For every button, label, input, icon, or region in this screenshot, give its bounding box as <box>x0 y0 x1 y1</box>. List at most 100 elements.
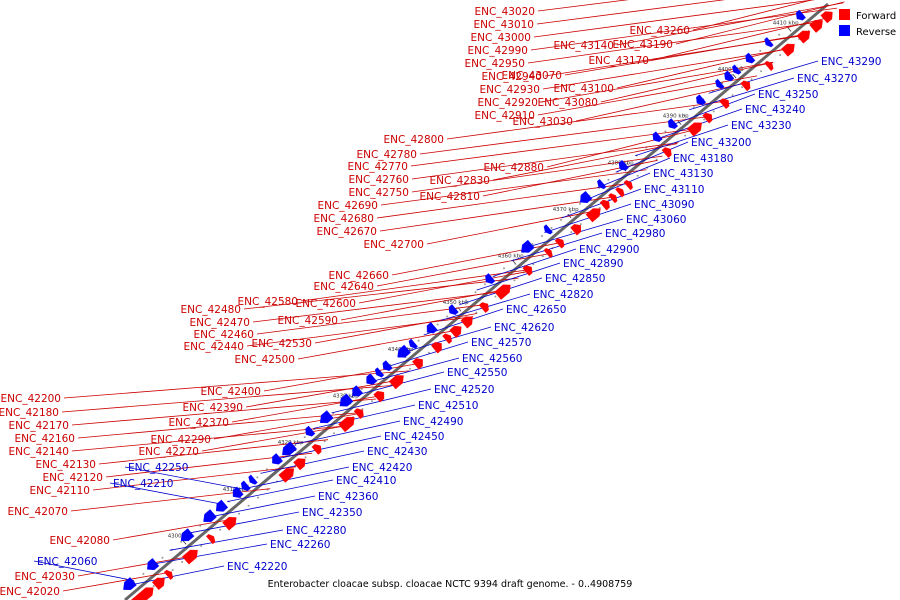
forward-gene-feature[interactable] <box>311 444 322 455</box>
reverse-gene-feature[interactable] <box>485 273 496 284</box>
gene-label: ENC_43030 <box>513 116 573 128</box>
backbone-dot <box>541 255 544 258</box>
forward-gene-feature[interactable] <box>522 265 533 276</box>
reverse-gene-feature[interactable] <box>319 410 334 424</box>
gene-label: ENC_42200 <box>1 393 61 405</box>
forward-gene-feature[interactable] <box>431 342 442 354</box>
reverse-gene-feature[interactable] <box>272 453 283 465</box>
forward-gene-feature[interactable] <box>151 577 165 591</box>
reverse-gene-feature[interactable] <box>232 486 244 498</box>
forward-gene-feature[interactable] <box>585 208 601 223</box>
reverse-gene-feature[interactable] <box>580 190 593 204</box>
backbone-dot <box>219 528 222 531</box>
reverse-gene-feature[interactable] <box>745 52 756 64</box>
reverse-gene-feature[interactable] <box>180 528 195 542</box>
label-leader-line <box>379 196 615 232</box>
reverse-gene-feature[interactable] <box>397 344 411 358</box>
forward-gene-feature[interactable] <box>740 80 751 92</box>
reverse-gene-feature[interactable] <box>667 118 679 129</box>
backbone-dot <box>484 283 486 286</box>
gene-label: ENC_42220 <box>227 561 287 573</box>
label-leader-line <box>533 0 816 38</box>
reverse-gene-feature[interactable] <box>339 393 354 407</box>
gene-label: ENC_43110 <box>644 184 704 196</box>
label-leader-line <box>213 413 359 440</box>
forward-gene-feature[interactable] <box>796 30 811 44</box>
gene-features[interactable] <box>123 9 833 600</box>
forward-gene-feature[interactable] <box>222 516 237 531</box>
reverse-gene-feature[interactable] <box>764 37 774 48</box>
reverse-gene-feature[interactable] <box>352 385 364 397</box>
forward-gene-feature[interactable] <box>570 224 582 236</box>
forward-gene-feature[interactable] <box>820 11 833 24</box>
backbone-dot <box>180 540 183 543</box>
reverse-gene-feature[interactable] <box>366 373 378 385</box>
forward-gene-feature[interactable] <box>338 416 355 433</box>
forward-gene-feature[interactable] <box>781 43 795 57</box>
forward-gene-feature[interactable] <box>615 187 625 198</box>
label-leader-line <box>537 75 758 116</box>
reverse-gene-feature[interactable] <box>408 338 418 349</box>
gene-label: ENC_42270 <box>139 446 199 458</box>
reverse-gene-feature[interactable] <box>448 304 459 315</box>
forward-gene-feature[interactable] <box>661 147 672 158</box>
forward-gene-feature[interactable] <box>206 534 216 545</box>
forward-gene-feature[interactable] <box>809 19 823 33</box>
label-leader-line <box>109 482 224 505</box>
forward-gene-feature[interactable] <box>543 248 553 259</box>
reverse-gene-feature[interactable] <box>248 474 258 485</box>
gene-label: ENC_43070 <box>502 70 562 82</box>
reverse-gene-feature[interactable] <box>426 322 438 334</box>
forward-gene-feature[interactable] <box>554 238 565 249</box>
forward-gene-feature[interactable] <box>494 284 511 300</box>
forward-gene-feature[interactable] <box>278 468 295 483</box>
reverse-gene-feature[interactable] <box>724 70 735 82</box>
forward-gene-feature[interactable] <box>623 180 633 191</box>
gene-label: ENC_42570 <box>471 337 531 349</box>
reverse-gene-feature[interactable] <box>382 360 393 371</box>
reverse-gene-feature[interactable] <box>652 131 663 143</box>
reverse-gene-feature[interactable] <box>618 159 629 171</box>
backbone-dot <box>531 243 534 245</box>
forward-gene-feature[interactable] <box>599 199 610 211</box>
forward-gene-feature[interactable] <box>460 316 473 329</box>
forward-gene-feature[interactable] <box>608 193 618 204</box>
reverse-gene-feature[interactable] <box>521 239 535 253</box>
reverse-gene-feature[interactable] <box>305 425 316 437</box>
forward-gene-feature[interactable] <box>293 458 306 471</box>
reverse-gene-feature[interactable] <box>123 577 137 591</box>
forward-gene-feature[interactable] <box>764 60 774 71</box>
forward-gene-feature[interactable] <box>719 98 730 110</box>
reverse-gene-feature[interactable] <box>215 499 229 512</box>
forward-gene-feature[interactable] <box>442 333 452 344</box>
reverse-gene-feature[interactable] <box>282 441 298 456</box>
forward-gene-feature[interactable] <box>130 587 154 600</box>
forward-gene-feature[interactable] <box>353 408 364 420</box>
reverse-gene-feature[interactable] <box>543 224 553 235</box>
reverse-gene-feature[interactable] <box>240 480 251 492</box>
backbone-dot <box>181 561 184 563</box>
forward-gene-feature[interactable] <box>449 325 462 338</box>
reverse-gene-feature[interactable] <box>374 367 385 378</box>
forward-gene-feature[interactable] <box>686 122 702 137</box>
forward-gene-feature[interactable] <box>163 569 174 580</box>
reverse-gene-feature[interactable] <box>696 94 707 106</box>
backbone-dot <box>436 323 439 326</box>
reverse-gene-feature[interactable] <box>795 9 806 21</box>
forward-gene-feature[interactable] <box>182 549 198 565</box>
gene-label: ENC_42180 <box>0 407 59 419</box>
reverse-gene-feature[interactable] <box>715 78 725 89</box>
forward-gene-feature[interactable] <box>373 390 385 403</box>
forward-gene-feature[interactable] <box>388 375 404 390</box>
forward-gene-feature[interactable] <box>702 112 713 124</box>
reverse-gene-feature[interactable] <box>597 179 607 190</box>
forward-gene-feature[interactable] <box>412 358 423 370</box>
gene-label: ENC_42690 <box>318 200 378 212</box>
reverse-gene-feature[interactable] <box>732 64 742 75</box>
gene-label: ENC_43060 <box>626 214 686 226</box>
gene-label: ENC_42170 <box>9 420 69 432</box>
reverse-gene-feature[interactable] <box>203 509 217 523</box>
reverse-gene-feature[interactable] <box>147 558 160 571</box>
forward-gene-feature[interactable] <box>478 302 489 313</box>
